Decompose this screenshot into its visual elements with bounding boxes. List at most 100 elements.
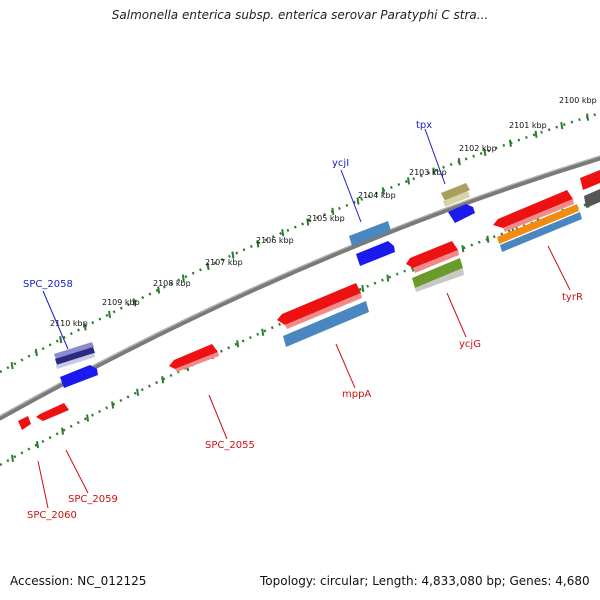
forward-genes xyxy=(54,183,475,388)
label-SPC_2059[interactable]: SPC_2059 xyxy=(68,494,118,505)
gene-SPC_2058[interactable] xyxy=(60,365,98,388)
gene-tyrR-red[interactable] xyxy=(493,190,573,228)
gene-SPC_2059[interactable] xyxy=(36,403,69,421)
label-ycjI[interactable]: ycjI xyxy=(332,158,349,169)
major-tick-mark xyxy=(34,348,38,357)
kbp-label: 2102 kbp xyxy=(459,144,497,153)
inner-tick-ruler xyxy=(0,198,600,467)
major-tick-mark xyxy=(432,167,436,175)
major-tick-mark xyxy=(59,335,63,344)
label-mppA[interactable]: mppA xyxy=(342,389,371,400)
callout-ycjI xyxy=(340,169,362,223)
callout-tyrR xyxy=(547,245,571,291)
gene-mppA-red[interactable] xyxy=(277,283,361,325)
label-ycjG[interactable]: ycjG xyxy=(459,339,481,350)
major-tick-mark xyxy=(83,323,87,331)
major-tick-mark xyxy=(381,187,385,195)
gene-tpx[interactable] xyxy=(448,204,475,223)
kbp-label: 2105 kbp xyxy=(307,214,345,223)
major-tick-mark xyxy=(281,229,285,237)
gene-SPC_2058-stripe xyxy=(54,342,94,359)
kbp-label: 2104 kbp xyxy=(358,191,396,200)
gene-mppA[interactable] xyxy=(283,301,369,347)
map-title: Salmonella enterica subsp. enterica sero… xyxy=(111,8,489,22)
kbp-label: 2101 kbp xyxy=(509,121,547,130)
gene-tpx-olive[interactable] xyxy=(441,183,470,201)
major-tick-mark xyxy=(108,310,112,318)
gene-SPC_2060[interactable] xyxy=(18,416,31,430)
major-tick-mark xyxy=(356,197,360,205)
major-tick-mark xyxy=(331,207,335,216)
gene-ycjG-green[interactable] xyxy=(412,258,463,288)
callout-SPC_2055 xyxy=(208,394,228,440)
gene-ycjG-red-shade xyxy=(413,250,459,273)
major-tick-mark xyxy=(534,130,538,138)
callout-SPC_2058 xyxy=(42,290,69,350)
label-SPC_2055[interactable]: SPC_2055 xyxy=(205,440,255,451)
topology-stats-text: Topology: circular; Length: 4,833,080 bp… xyxy=(260,574,590,588)
outer-tick-ruler xyxy=(0,111,600,374)
label-tyrR[interactable]: tyrR xyxy=(562,292,583,303)
major-tick-mark xyxy=(486,235,490,243)
accession-text: Accession: NC_012125 xyxy=(10,574,147,588)
callout-SPC_2059 xyxy=(65,449,89,494)
gene-tyrR[interactable] xyxy=(500,212,582,252)
gene-ycjG-green-shade xyxy=(415,268,464,292)
gene-tyrR-orange[interactable] xyxy=(497,204,579,244)
major-tick-mark xyxy=(181,274,185,282)
callout-lines xyxy=(37,128,571,509)
gene-SPC_2058-navy[interactable] xyxy=(55,347,95,365)
gene-SPC_2055-shade xyxy=(175,352,219,372)
major-tick-mark xyxy=(132,298,136,306)
gene-edge-red[interactable] xyxy=(580,170,600,190)
kbp-label: 2110 kbp xyxy=(50,319,88,328)
major-tick-mark xyxy=(261,328,265,336)
kbp-label: 2103 kbp xyxy=(409,168,447,177)
gene-SPC_2055[interactable] xyxy=(169,344,218,369)
gene-edge-grey[interactable] xyxy=(584,189,600,208)
major-tick-mark xyxy=(231,251,235,259)
gene-ycjI[interactable] xyxy=(356,241,395,266)
major-tick-mark xyxy=(407,177,411,185)
major-tick-mark xyxy=(157,286,161,294)
major-tick-mark xyxy=(10,361,14,370)
major-tick-mark xyxy=(306,218,310,226)
major-tick-mark xyxy=(361,284,365,293)
callout-mppA xyxy=(335,343,356,389)
major-tick-mark xyxy=(586,113,590,121)
major-tick-mark xyxy=(136,388,140,396)
major-tick-mark xyxy=(483,148,487,156)
gene-ycjI-steel[interactable] xyxy=(349,221,391,246)
kbp-label: 2106 kbp xyxy=(256,236,294,245)
major-tick-mark xyxy=(206,262,210,271)
kbp-labels: 2100 kbp 2101 kbp 2102 kbp 2103 kbp 2104… xyxy=(50,96,597,328)
genome-backbone xyxy=(0,155,600,421)
callout-SPC_2060 xyxy=(37,460,49,509)
major-tick-mark xyxy=(386,274,390,282)
callout-ycjG xyxy=(446,292,467,338)
major-tick-mark xyxy=(560,121,564,130)
label-tpx[interactable]: tpx xyxy=(416,120,432,131)
kbp-label: 2107 kbp xyxy=(205,258,243,267)
reverse-genes xyxy=(18,170,600,430)
major-tick-mark xyxy=(11,454,14,462)
gene-ycjG-red[interactable] xyxy=(406,241,458,268)
major-tick-mark xyxy=(457,157,461,166)
major-tick-mark xyxy=(86,414,90,422)
major-tick-mark xyxy=(111,401,115,409)
gene-mppA-red-shade xyxy=(285,293,362,329)
gene-SPC_2058-shade xyxy=(56,353,95,369)
label-SPC_2058[interactable]: SPC_2058 xyxy=(23,279,73,290)
kbp-label: 2100 kbp xyxy=(559,96,597,105)
major-tick-mark xyxy=(236,340,240,348)
major-tick-mark xyxy=(461,244,465,253)
major-tick-mark xyxy=(508,139,512,147)
major-tick-mark xyxy=(36,441,40,449)
gene-tyrR-red-shade xyxy=(503,199,574,232)
kbp-label: 2109 kbp xyxy=(102,298,140,307)
label-SPC_2060[interactable]: SPC_2060 xyxy=(27,510,77,521)
major-tick-mark xyxy=(161,376,165,384)
gene-labels: tpx ycjI SPC_2058 tyrR ycjG mppA SPC_205… xyxy=(23,120,583,521)
major-tick-mark xyxy=(256,240,260,248)
